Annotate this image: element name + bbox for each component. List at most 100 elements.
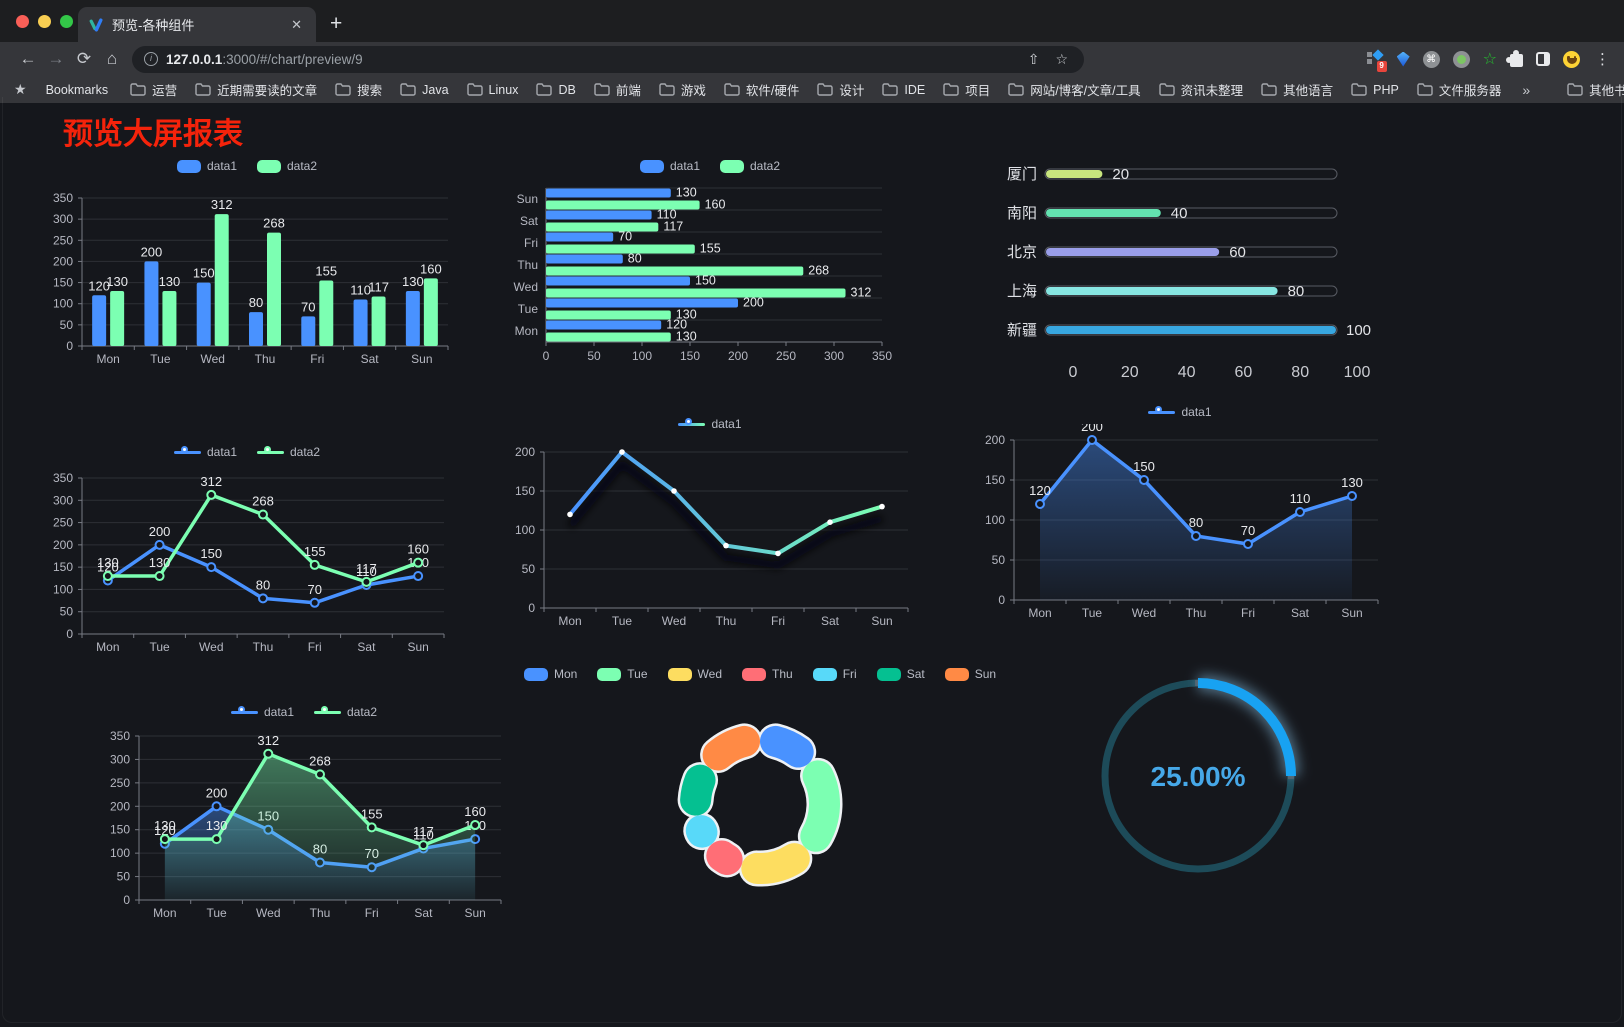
legend-item-data1[interactable]: data1 — [173, 445, 237, 459]
bookmark-folder[interactable]: 游戏 — [650, 80, 715, 99]
legend-swatch — [597, 667, 622, 681]
bookmark-folder[interactable]: DB — [527, 83, 584, 97]
bookmark-folder[interactable]: 软件/硬件 — [715, 80, 808, 99]
address-bar[interactable]: i 127.0.0.1:3000/#/chart/preview/9 ⇧ ☆ — [132, 45, 1084, 73]
bookmark-folder[interactable]: 搜索 — [326, 80, 391, 99]
bookmarks-star-icon[interactable]: ★ — [14, 81, 27, 97]
legend-label: Mon — [553, 667, 578, 681]
legend-item-data2[interactable]: data2 — [314, 705, 377, 719]
legend-item-Wed[interactable]: Wed — [667, 667, 722, 681]
bookmark-folder[interactable]: Java — [391, 83, 457, 97]
legend-item-Sat[interactable]: Sat — [876, 667, 925, 681]
svg-text:Tue: Tue — [149, 640, 170, 654]
chart-progress-list[interactable]: 厦门 20 南阳 40 北京 60 上海 80 新疆 100 0 20 40 60 80 100 — [985, 155, 1390, 390]
svg-text:Wed: Wed — [662, 614, 686, 628]
reload-icon[interactable]: ⟳ — [76, 49, 92, 68]
minimize-window-button[interactable] — [38, 15, 51, 28]
chart-line-area-two-series[interactable]: data1 data2 0 50 100 150 200 250 300 350 Mon Tue Wed… — [95, 700, 513, 927]
back-icon[interactable]: ← — [19, 49, 37, 68]
bookmark-folder[interactable]: 运营 — [121, 80, 186, 99]
chart-line-two-series[interactable]: data1 data2 0 50 100 150 200 250 300 350 Mon Tue Wed… — [38, 440, 456, 665]
svg-text:70: 70 — [307, 582, 321, 597]
other-bookmarks[interactable]: 其他书签 — [1558, 80, 1624, 99]
bookmark-folder[interactable]: 前端 — [585, 80, 650, 99]
side-panel-icon[interactable] — [1536, 52, 1550, 66]
legend-item-Fri[interactable]: Fri — [812, 667, 857, 681]
bookmark-folder[interactable]: PHP — [1342, 83, 1408, 97]
bookmark-folder[interactable]: 项目 — [934, 80, 999, 99]
maximize-window-button[interactable] — [60, 15, 73, 28]
folder-icon — [724, 83, 740, 96]
svg-text:200: 200 — [985, 433, 1005, 447]
svg-text:50: 50 — [60, 318, 74, 332]
bookmark-folder[interactable]: 文件服务器 — [1408, 80, 1511, 99]
bookmark-folder[interactable]: 设计 — [808, 80, 873, 99]
proxy-extension-icon[interactable]: 9 — [1366, 48, 1387, 72]
window-controls[interactable] — [16, 15, 73, 28]
chart-line-area[interactable]: data1 0 50 100 150 200 Mon Tue Wed Thu Fri Sat Sun 12… — [970, 400, 1390, 627]
chart-donut[interactable]: Mon Tue Wed Thu Fri Sat Sun — [523, 660, 996, 898]
legend-item-data1[interactable]: data1 — [639, 159, 700, 173]
svg-text:200: 200 — [515, 445, 535, 459]
bookmark-folder[interactable]: 近期需要读的文章 — [186, 80, 326, 99]
extensions-puzzle-icon[interactable] — [1506, 49, 1523, 67]
bookmarks-label[interactable]: Bookmarks — [45, 82, 109, 97]
folder-icon — [817, 83, 834, 96]
folder-icon — [466, 83, 483, 96]
svg-text:50: 50 — [60, 605, 74, 619]
svg-text:50: 50 — [117, 870, 131, 884]
bookmark-folder[interactable]: 资讯未整理 — [1150, 80, 1253, 99]
svg-text:Wed: Wed — [199, 640, 223, 654]
legend-item-data1[interactable]: data1 — [230, 705, 294, 719]
tab-close-icon[interactable]: ✕ — [291, 16, 302, 32]
svg-text:70: 70 — [301, 299, 315, 314]
tab-strip: 预览-各种组件 ✕ + — [0, 0, 1624, 42]
legend-item-data2[interactable]: data2 — [720, 159, 780, 173]
browser-menu-icon[interactable]: ⋮ — [1595, 51, 1610, 68]
legend-item-Mon[interactable]: Mon — [523, 667, 578, 681]
new-tab-button[interactable]: + — [330, 12, 343, 35]
svg-text:Sat: Sat — [1291, 606, 1310, 620]
forward-icon[interactable]: → — [47, 49, 65, 68]
recorder-extension-icon[interactable] — [1452, 50, 1470, 68]
browser-tab[interactable]: 预览-各种组件 ✕ — [78, 7, 316, 42]
legend-item-data1[interactable]: data1 — [1148, 405, 1212, 419]
legend-item-data2[interactable]: data2 — [257, 159, 317, 173]
svg-text:Fri: Fri — [524, 236, 538, 250]
chart-bar-vertical[interactable]: data1 data2 0 50 100 150 200 250 300 350 Mon Tue Wed… — [38, 152, 456, 377]
svg-text:350: 350 — [110, 729, 130, 743]
site-info-icon[interactable]: i — [144, 52, 158, 66]
chart-line-gradient[interactable]: data1 0 50 100 150 200 Mon Tue Wed Thu Fri Sat Sun — [500, 412, 920, 637]
command-extension-icon[interactable]: ⌘ — [1422, 50, 1440, 68]
star-extension-icon[interactable]: ☆ — [1482, 50, 1497, 68]
url-text[interactable]: 127.0.0.1:3000/#/chart/preview/9 — [166, 52, 1016, 67]
bookmark-folder[interactable]: Linux — [458, 83, 528, 97]
legend-item-Tue[interactable]: Tue — [597, 667, 648, 681]
bookmarks-overflow-chevron[interactable]: » — [1522, 81, 1531, 98]
home-icon[interactable]: ⌂ — [106, 49, 118, 68]
legend-item-data2[interactable]: data2 — [257, 445, 320, 459]
legend-swatch — [944, 667, 969, 681]
chart-bar-horizontal[interactable]: data1 data2 0 50 100 150 200 250 300 350 Sun 130 160… — [500, 152, 920, 375]
svg-text:150: 150 — [1133, 459, 1155, 474]
legend-item-Sun[interactable]: Sun — [944, 667, 996, 681]
close-window-button[interactable] — [16, 15, 29, 28]
bookmark-folder[interactable]: 网站/博客/文章/工具 — [999, 80, 1149, 99]
chart-gauge[interactable]: 25.00% — [1048, 640, 1348, 917]
legend-item-data1[interactable]: data1 — [678, 417, 742, 431]
bookmark-folder[interactable]: IDE — [873, 83, 934, 97]
legend-item-data1[interactable]: data1 — [176, 159, 237, 173]
svg-text:80: 80 — [256, 577, 270, 592]
legend-item-Thu[interactable]: Thu — [742, 667, 793, 681]
bookmark-star-icon[interactable]: ☆ — [1055, 50, 1068, 67]
profile-avatar-icon[interactable] — [1563, 50, 1580, 68]
svg-text:0: 0 — [66, 627, 73, 641]
svg-text:150: 150 — [193, 266, 215, 281]
gem-extension-icon[interactable] — [1396, 51, 1410, 67]
svg-text:120: 120 — [1029, 483, 1051, 498]
svg-text:160: 160 — [464, 804, 486, 819]
bookmark-folder[interactable]: 其他语言 — [1252, 80, 1342, 99]
svg-text:120: 120 — [88, 278, 110, 293]
share-icon[interactable]: ⇧ — [1027, 50, 1040, 67]
svg-text:110: 110 — [1290, 491, 1311, 506]
